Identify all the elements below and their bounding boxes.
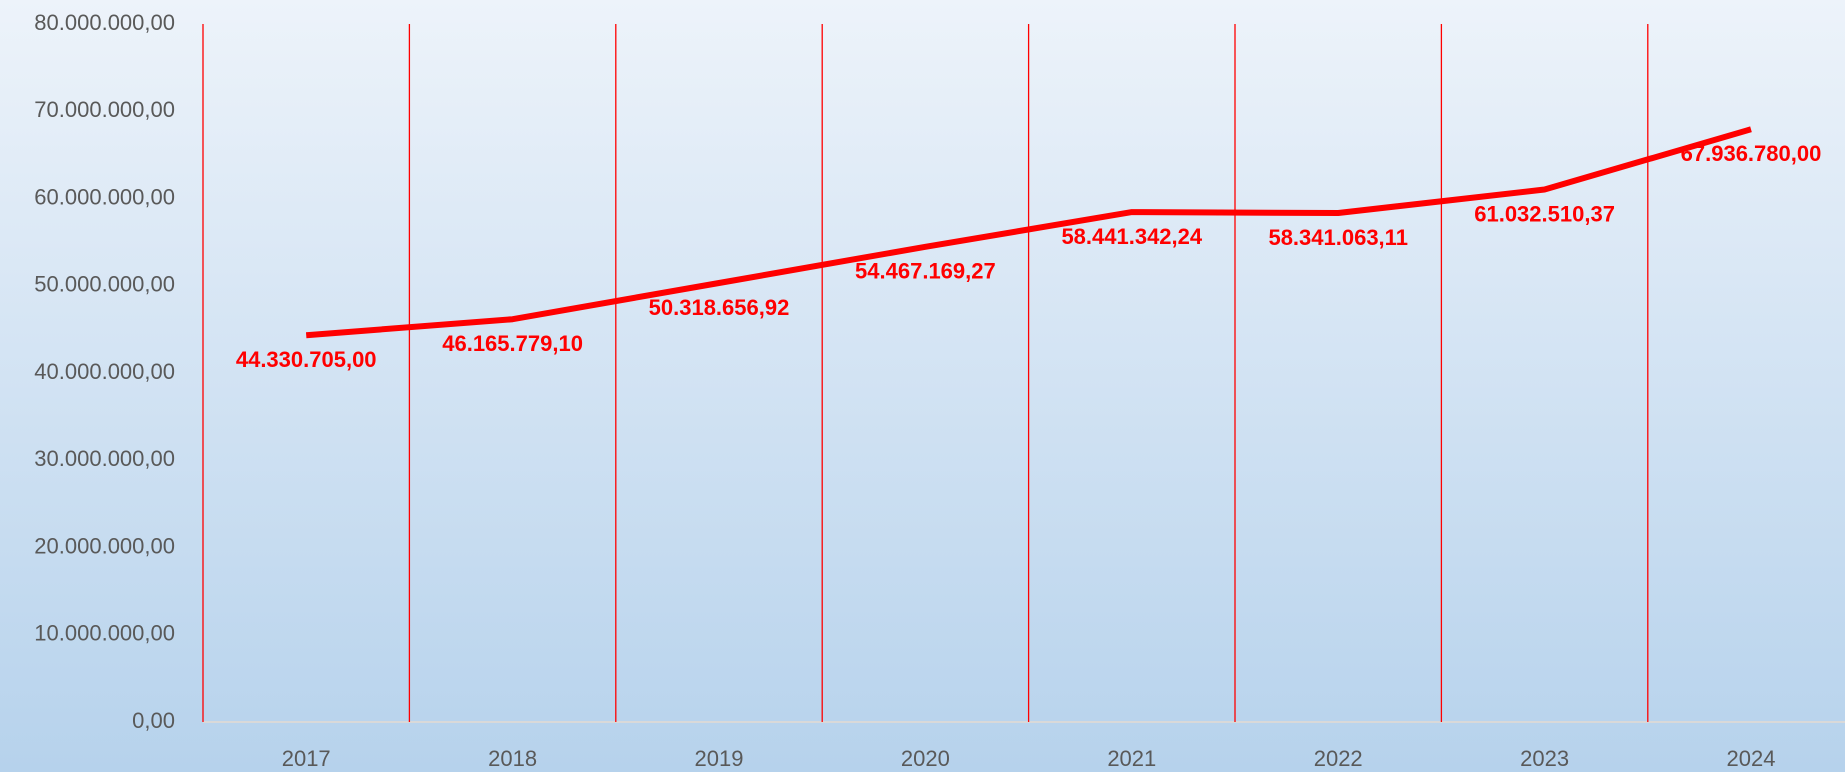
y-tick-label: 10.000.000,00: [34, 621, 175, 646]
data-label: 61.032.510,37: [1474, 201, 1615, 226]
x-tick-label: 2021: [1107, 746, 1156, 771]
x-tick-label: 2018: [488, 746, 537, 771]
y-tick-label: 30.000.000,00: [34, 446, 175, 471]
data-label: 46.165.779,10: [442, 331, 583, 356]
data-label: 54.467.169,27: [855, 259, 996, 284]
x-tick-label: 2022: [1314, 746, 1363, 771]
x-tick-label: 2017: [282, 746, 331, 771]
y-tick-label: 70.000.000,00: [34, 97, 175, 122]
x-tick-label: 2020: [901, 746, 950, 771]
data-label: 58.441.342,24: [1061, 224, 1202, 249]
y-tick-label: 20.000.000,00: [34, 533, 175, 558]
line-series: [305, 126, 1752, 339]
x-tick-label: 2019: [695, 746, 744, 771]
data-label: 50.318.656,92: [649, 295, 790, 320]
y-tick-label: 0,00: [132, 708, 175, 733]
data-label: 67.936.780,00: [1681, 141, 1822, 166]
x-tick-label: 2023: [1520, 746, 1569, 771]
data-label: 44.330.705,00: [236, 347, 377, 372]
data-label: 58.341.063,11: [1268, 225, 1407, 250]
y-tick-label: 80.000.000,00: [34, 10, 175, 35]
y-tick-label: 50.000.000,00: [34, 272, 175, 297]
x-tick-label: 2024: [1727, 746, 1776, 771]
y-tick-label: 60.000.000,00: [34, 184, 175, 209]
y-tick-label: 40.000.000,00: [34, 359, 175, 384]
